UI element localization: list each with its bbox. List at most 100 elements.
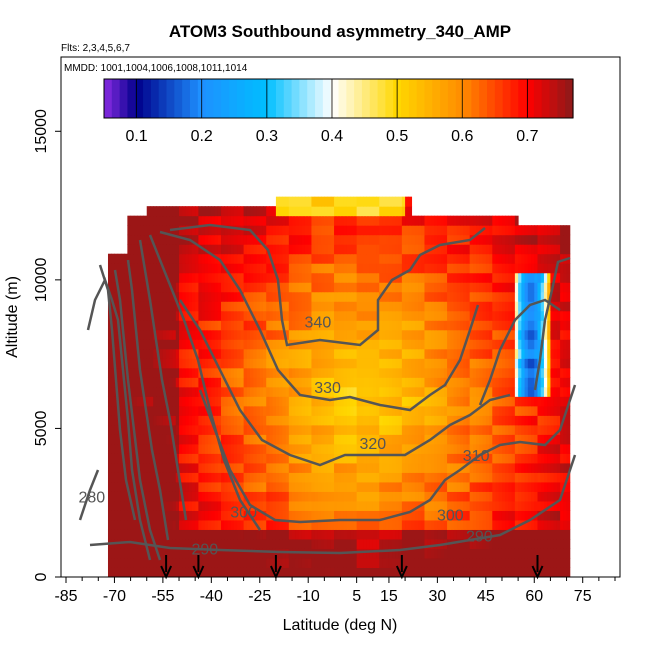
heatmap-cell — [369, 301, 374, 312]
heatmap-cell — [440, 472, 445, 483]
heatmap-cell — [405, 301, 409, 312]
heatmap-cell — [527, 567, 532, 577]
heatmap-cell — [411, 405, 416, 416]
heatmap-cell — [250, 443, 254, 454]
heatmap-cell — [321, 386, 325, 397]
heatmap-cell — [330, 291, 335, 302]
heatmap-cell — [395, 253, 400, 264]
heatmap-cell — [524, 329, 529, 340]
heatmap-cell — [359, 377, 364, 388]
heatmap-cell — [366, 377, 371, 388]
heatmap-cell — [317, 263, 322, 274]
heatmap-cell — [317, 472, 322, 483]
heatmap-cell — [485, 320, 490, 331]
heatmap-cell — [140, 291, 145, 302]
heatmap-cell — [269, 481, 274, 492]
heatmap-cell — [495, 329, 500, 340]
heatmap-cell — [288, 443, 293, 454]
heatmap-cell — [411, 367, 416, 378]
heatmap-cell — [185, 538, 190, 549]
heatmap-cell — [166, 510, 170, 521]
heatmap-cell — [395, 396, 400, 407]
heatmap-cell — [498, 424, 503, 435]
heatmap-cell — [553, 529, 558, 540]
heatmap-cell — [376, 263, 380, 274]
heatmap-cell — [563, 415, 568, 426]
heatmap-cell — [201, 415, 206, 426]
heatmap-cell — [198, 462, 203, 473]
heatmap-cell — [553, 424, 558, 435]
heatmap-cell — [275, 548, 280, 559]
heatmap-cell — [153, 519, 157, 530]
heatmap-cell — [127, 567, 132, 577]
heatmap-cell — [537, 415, 542, 426]
heatmap-cell — [182, 310, 186, 321]
heatmap-cell — [133, 282, 138, 293]
heatmap-cell — [285, 291, 290, 302]
heatmap-cell — [359, 348, 364, 359]
heatmap-cell — [269, 415, 274, 426]
heatmap-cell — [259, 443, 264, 454]
heatmap-cell — [424, 434, 429, 445]
heatmap-cell — [356, 519, 361, 530]
heatmap-cell — [272, 348, 277, 359]
heatmap-cell — [401, 386, 406, 397]
heatmap-cell — [430, 320, 435, 331]
heatmap-cell — [111, 434, 115, 445]
heatmap-cell — [560, 462, 564, 473]
heatmap-cell — [492, 291, 497, 302]
heatmap-cell — [230, 481, 235, 492]
heatmap-cell — [282, 538, 287, 549]
heatmap-cell — [508, 253, 513, 264]
heatmap-cell — [388, 263, 393, 274]
heatmap-cell — [534, 519, 538, 530]
heatmap-cell — [382, 567, 387, 577]
heatmap-cell — [172, 396, 177, 407]
heatmap-cell — [117, 367, 122, 378]
heatmap-cell — [221, 263, 225, 274]
heatmap-cell — [162, 301, 167, 312]
heatmap-cell — [540, 405, 545, 416]
heatmap-cell — [366, 529, 371, 540]
heatmap-cell — [166, 519, 170, 530]
heatmap-cell — [414, 263, 419, 274]
heatmap-cell — [479, 443, 484, 454]
heatmap-cell — [230, 339, 235, 350]
heatmap-cell — [175, 358, 180, 369]
heatmap-cell — [201, 301, 206, 312]
heatmap-cell — [372, 263, 377, 274]
heatmap-cell — [492, 405, 497, 416]
heatmap-cell — [208, 472, 212, 483]
heatmap-cell — [198, 538, 203, 549]
heatmap-cell — [489, 538, 493, 549]
heatmap-cell — [240, 386, 245, 397]
heatmap-cell — [266, 519, 270, 530]
heatmap-cell — [489, 557, 493, 568]
heatmap-cell — [524, 510, 529, 521]
heatmap-cell — [537, 377, 542, 388]
heatmap-cell — [514, 396, 519, 407]
heatmap-cell — [327, 348, 332, 359]
heatmap-cell — [421, 348, 425, 359]
heatmap-cell — [440, 491, 445, 502]
heatmap-cell — [556, 557, 561, 568]
heatmap-cell — [550, 386, 555, 397]
heatmap-cell — [553, 481, 558, 492]
heatmap-cell — [514, 320, 519, 331]
heatmap-cell — [385, 291, 390, 302]
heatmap-cell — [279, 529, 283, 540]
heatmap-cell — [553, 358, 558, 369]
heatmap-cell — [560, 567, 564, 577]
heatmap-cell — [262, 320, 267, 331]
heatmap-cell — [437, 567, 442, 577]
heatmap-cell — [120, 415, 125, 426]
heatmap-cell — [214, 481, 219, 492]
heatmap-cell — [482, 519, 487, 530]
heatmap-cell — [282, 253, 287, 264]
heatmap-cell — [392, 291, 396, 302]
heatmap-cell — [553, 396, 558, 407]
heatmap-cell — [408, 491, 413, 502]
heatmap-cell — [395, 301, 400, 312]
heatmap-cell — [304, 396, 309, 407]
heatmap-cell — [537, 386, 542, 397]
